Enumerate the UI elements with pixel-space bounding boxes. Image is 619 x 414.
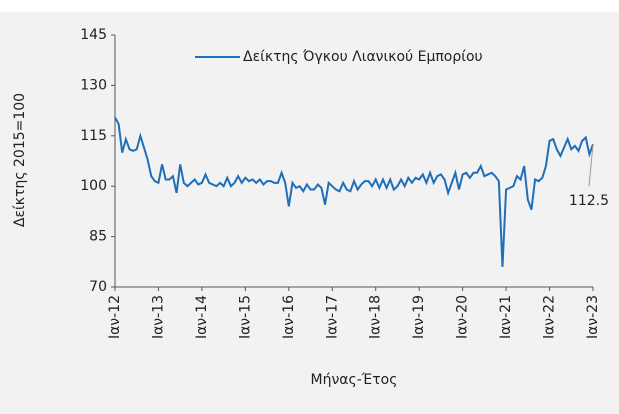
x-tick-label: Ιαν-21: [498, 295, 514, 339]
header-strip: [0, 0, 619, 12]
y-axis-title: Δείκτης 2015=100: [12, 93, 28, 227]
x-axis-title: Μήνας-Έτος: [311, 372, 398, 388]
data-label: 112.5: [569, 193, 609, 209]
x-tick-label: Ιαν-22: [542, 295, 558, 339]
x-tick-label: Ιαν-17: [324, 295, 340, 339]
x-tick-label: Ιαν-19: [411, 295, 427, 339]
y-tick-label: 115: [80, 128, 107, 144]
data-line: [114, 116, 594, 267]
x-tick-label: Ιαν-16: [281, 295, 297, 339]
x-tick-label: Ιαν-18: [368, 295, 384, 339]
x-tick-label: Ιαν-12: [107, 295, 123, 339]
x-tick-label: Ιαν-14: [194, 295, 210, 339]
y-tick-label: 85: [89, 229, 107, 245]
x-tick-label: Ιαν-15: [237, 295, 253, 339]
x-tick-label: Ιαν-20: [455, 295, 471, 339]
y-tick-label: 145: [80, 27, 107, 43]
y-tick-label: 130: [80, 77, 107, 93]
legend-label: Δείκτης Όγκου Λιανικού Εμπορίου: [243, 49, 483, 65]
x-tick-label: Ιαν-13: [150, 295, 166, 339]
y-tick-label: 100: [80, 178, 107, 194]
x-tick-label: Ιαν-23: [585, 295, 601, 339]
y-tick-label: 70: [89, 279, 107, 295]
label-leader: [588, 144, 594, 187]
